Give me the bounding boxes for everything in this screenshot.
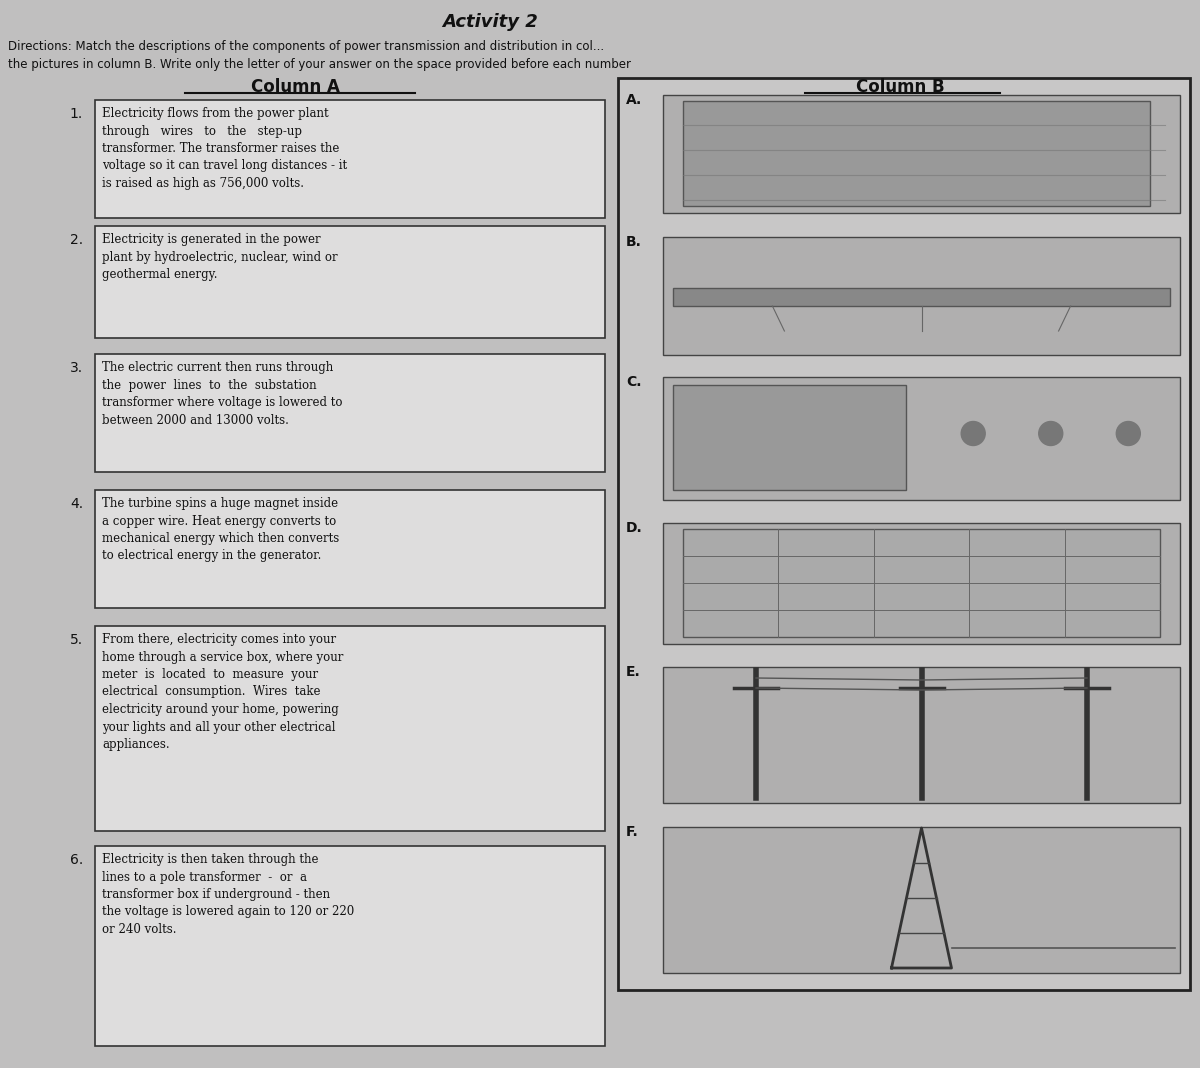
Text: E.: E. <box>626 665 641 679</box>
Circle shape <box>1116 422 1140 445</box>
FancyBboxPatch shape <box>95 490 605 608</box>
Text: 4.: 4. <box>70 497 83 511</box>
FancyBboxPatch shape <box>95 626 605 831</box>
Text: D.: D. <box>626 521 643 535</box>
Text: 3.: 3. <box>70 361 83 375</box>
FancyBboxPatch shape <box>662 377 1180 500</box>
Text: 2.: 2. <box>70 233 83 247</box>
Text: the pictures in column B. Write only the letter of your answer on the space prov: the pictures in column B. Write only the… <box>8 58 631 70</box>
Text: Electricity is generated in the power
plant by hydroelectric, nuclear, wind or
g: Electricity is generated in the power pl… <box>102 233 337 281</box>
FancyBboxPatch shape <box>683 529 1160 637</box>
Text: Column A: Column A <box>251 78 340 96</box>
FancyBboxPatch shape <box>95 354 605 472</box>
FancyBboxPatch shape <box>662 523 1180 644</box>
FancyBboxPatch shape <box>662 668 1180 803</box>
FancyBboxPatch shape <box>662 237 1180 355</box>
FancyBboxPatch shape <box>673 384 906 490</box>
Text: From there, electricity comes into your
home through a service box, where your
m: From there, electricity comes into your … <box>102 633 343 751</box>
Text: Column B: Column B <box>856 78 944 96</box>
Text: B.: B. <box>626 235 642 249</box>
FancyBboxPatch shape <box>673 288 1170 307</box>
Circle shape <box>961 422 985 445</box>
Circle shape <box>1039 422 1063 445</box>
FancyBboxPatch shape <box>95 226 605 337</box>
Text: Electricity flows from the power plant
through   wires   to   the   step-up
tran: Electricity flows from the power plant t… <box>102 107 347 190</box>
Text: 5.: 5. <box>70 633 83 647</box>
Text: The electric current then runs through
the  power  lines  to  the  substation
tr: The electric current then runs through t… <box>102 361 342 426</box>
Text: A.: A. <box>626 93 642 107</box>
Text: Directions: Match the descriptions of the components of power transmission and d: Directions: Match the descriptions of th… <box>8 40 604 53</box>
FancyBboxPatch shape <box>95 846 605 1046</box>
Text: 1.: 1. <box>70 107 83 121</box>
Text: 6.: 6. <box>70 853 83 867</box>
Text: The turbine spins a huge magnet inside
a copper wire. Heat energy converts to
me: The turbine spins a huge magnet inside a… <box>102 497 340 563</box>
FancyBboxPatch shape <box>683 101 1150 206</box>
FancyBboxPatch shape <box>618 78 1190 990</box>
Text: C.: C. <box>626 375 642 389</box>
Text: Activity 2: Activity 2 <box>442 13 538 31</box>
FancyBboxPatch shape <box>662 95 1180 213</box>
Text: Electricity is then taken through the
lines to a pole transformer  -  or  a
tran: Electricity is then taken through the li… <box>102 853 354 936</box>
Text: F.: F. <box>626 824 638 839</box>
FancyBboxPatch shape <box>662 827 1180 973</box>
FancyBboxPatch shape <box>95 100 605 218</box>
Ellipse shape <box>832 109 892 200</box>
